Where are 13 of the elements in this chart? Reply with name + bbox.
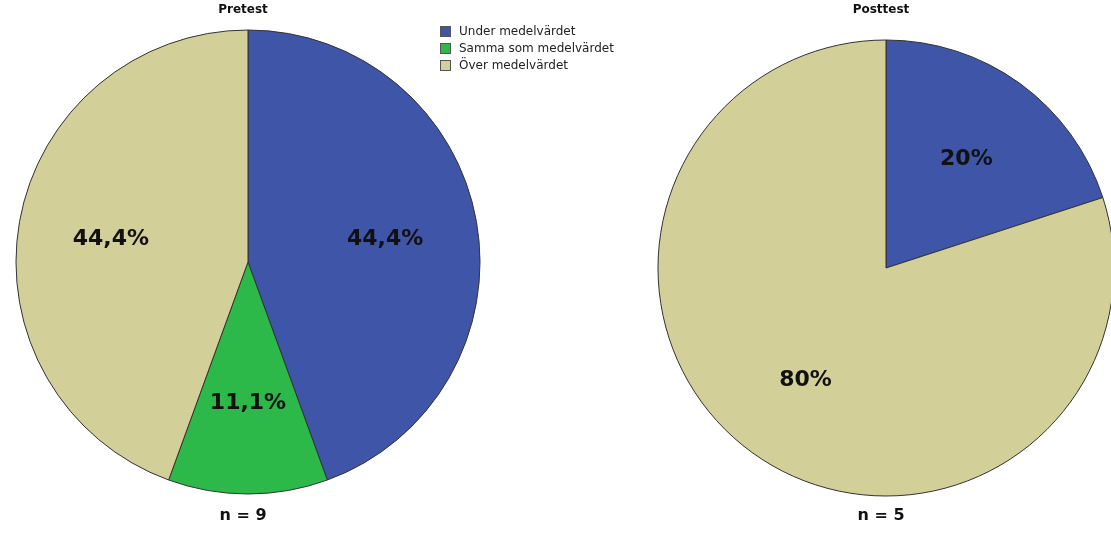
legend-label: Under medelvärdet xyxy=(459,24,576,38)
text: n = 9 xyxy=(219,505,267,524)
chart-title: Posttest xyxy=(852,2,910,16)
data-label: 80% xyxy=(779,366,832,392)
pie-slice xyxy=(657,39,1111,497)
data-label: 20% xyxy=(940,144,993,170)
text: n = 5 xyxy=(857,505,905,524)
data-label: 11,1% xyxy=(209,388,287,414)
chart-title: Pretest xyxy=(218,2,269,16)
data-label: 44,4% xyxy=(346,225,424,251)
legend-label: Över medelvärdet xyxy=(459,58,568,72)
data-label: 44,4% xyxy=(72,225,150,251)
legend-label: Samma som medelvärdet xyxy=(459,41,614,55)
